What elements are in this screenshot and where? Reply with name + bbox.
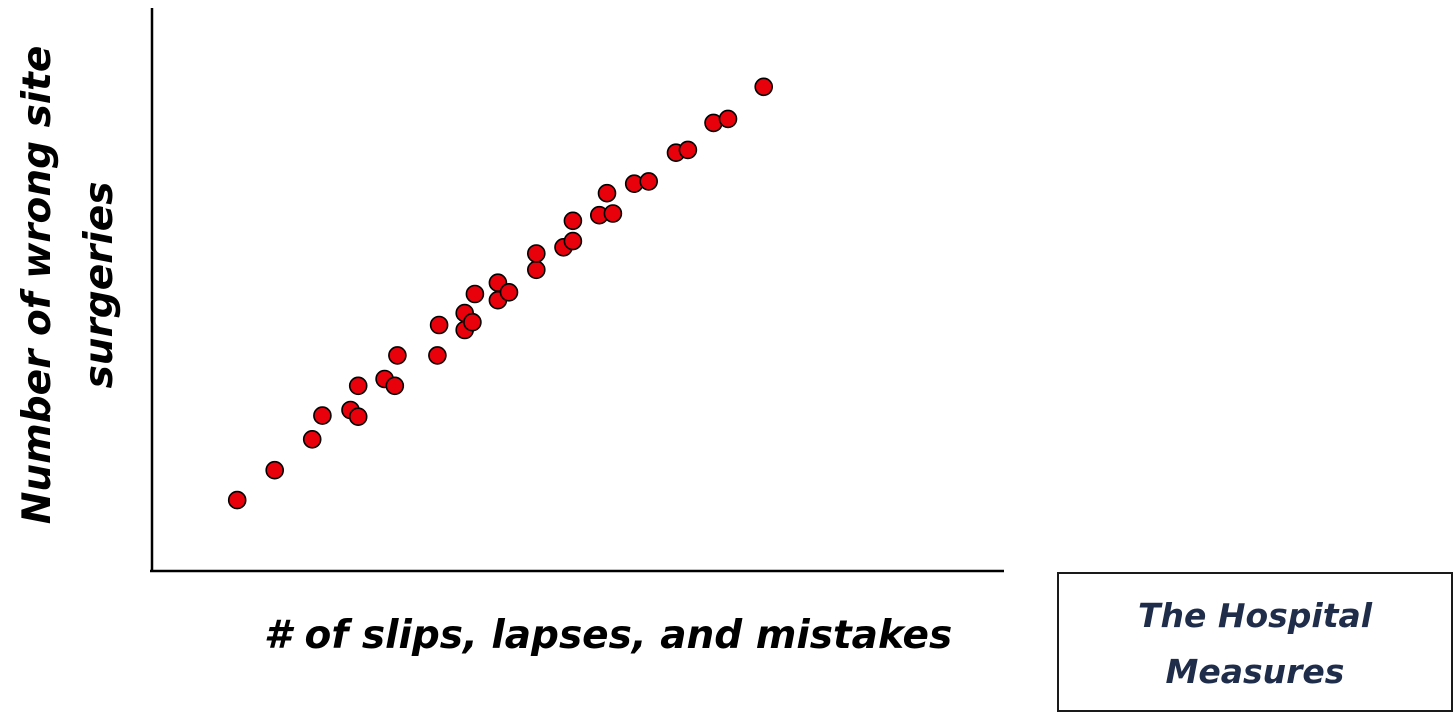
data-point-26	[597, 183, 617, 203]
data-point-29	[639, 172, 659, 191]
data-point-33	[718, 109, 738, 129]
data-point-4	[313, 406, 332, 425]
data-point-1	[227, 490, 247, 510]
data-point-21	[526, 244, 546, 263]
data-point-19	[499, 282, 519, 302]
y-axis-title-line2: surgeries	[77, 182, 122, 389]
data-point-34	[754, 77, 774, 97]
data-point-31	[678, 140, 698, 160]
data-point-15	[463, 312, 482, 332]
data-point-20	[526, 260, 546, 280]
data-point-27	[603, 204, 623, 223]
hospital-measures-box: The Hospital Measures	[1057, 572, 1453, 712]
data-point-9	[385, 376, 405, 396]
data-point-6	[348, 407, 368, 427]
data-point-24	[563, 211, 583, 231]
data-point-10	[388, 346, 407, 365]
data-point-2	[265, 460, 285, 480]
x-axis-title: # of slips, lapses, and mistakes	[264, 613, 952, 658]
data-points	[227, 77, 774, 510]
hospital-measures-label: The Hospital Measures	[1137, 596, 1373, 691]
data-point-3	[302, 429, 322, 449]
data-point-23	[563, 231, 583, 251]
data-point-12	[429, 315, 449, 335]
data-point-16	[465, 284, 485, 304]
data-point-7	[348, 376, 368, 396]
y-axis-title-line1: Number of wrong site	[15, 46, 60, 525]
y-axis-title-line2-group: surgeries	[77, 182, 122, 389]
y-axis-title-line1-group: Number of wrong site	[15, 46, 60, 525]
data-point-11	[428, 346, 447, 365]
